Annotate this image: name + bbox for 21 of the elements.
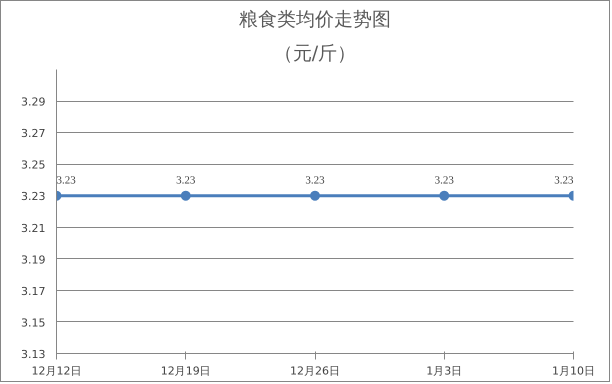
chart-title: 粮食类均价走势图 <box>239 8 391 30</box>
y-tick-label: 3.23 <box>21 190 46 204</box>
data-label: 3.23 <box>56 174 76 187</box>
x-tick-label: 1月3日 <box>426 364 462 378</box>
data-label: 3.23 <box>176 174 196 187</box>
y-tick-label: 3.17 <box>21 284 46 298</box>
x-tick-label: 12月12日 <box>32 364 82 378</box>
y-tick-label: 3.19 <box>21 253 46 266</box>
data-label: 3.23 <box>434 174 454 187</box>
data-label: 3.23 <box>554 174 574 187</box>
y-tick-label: 3.13 <box>21 348 46 361</box>
y-tick-label: 3.15 <box>21 316 46 330</box>
x-tick-label: 12月26日 <box>290 364 340 378</box>
y-tick-label: 3.29 <box>21 96 46 109</box>
chart-subtitle: （元/斤） <box>274 42 356 64</box>
y-tick-label: 3.27 <box>21 127 46 140</box>
x-tick-label: 1月10日 <box>552 364 595 378</box>
data-label: 3.23 <box>305 174 326 187</box>
x-tick-label: 12月19日 <box>160 364 211 378</box>
y-tick-label: 3.21 <box>21 222 46 235</box>
y-tick-label: 3.25 <box>21 158 46 172</box>
